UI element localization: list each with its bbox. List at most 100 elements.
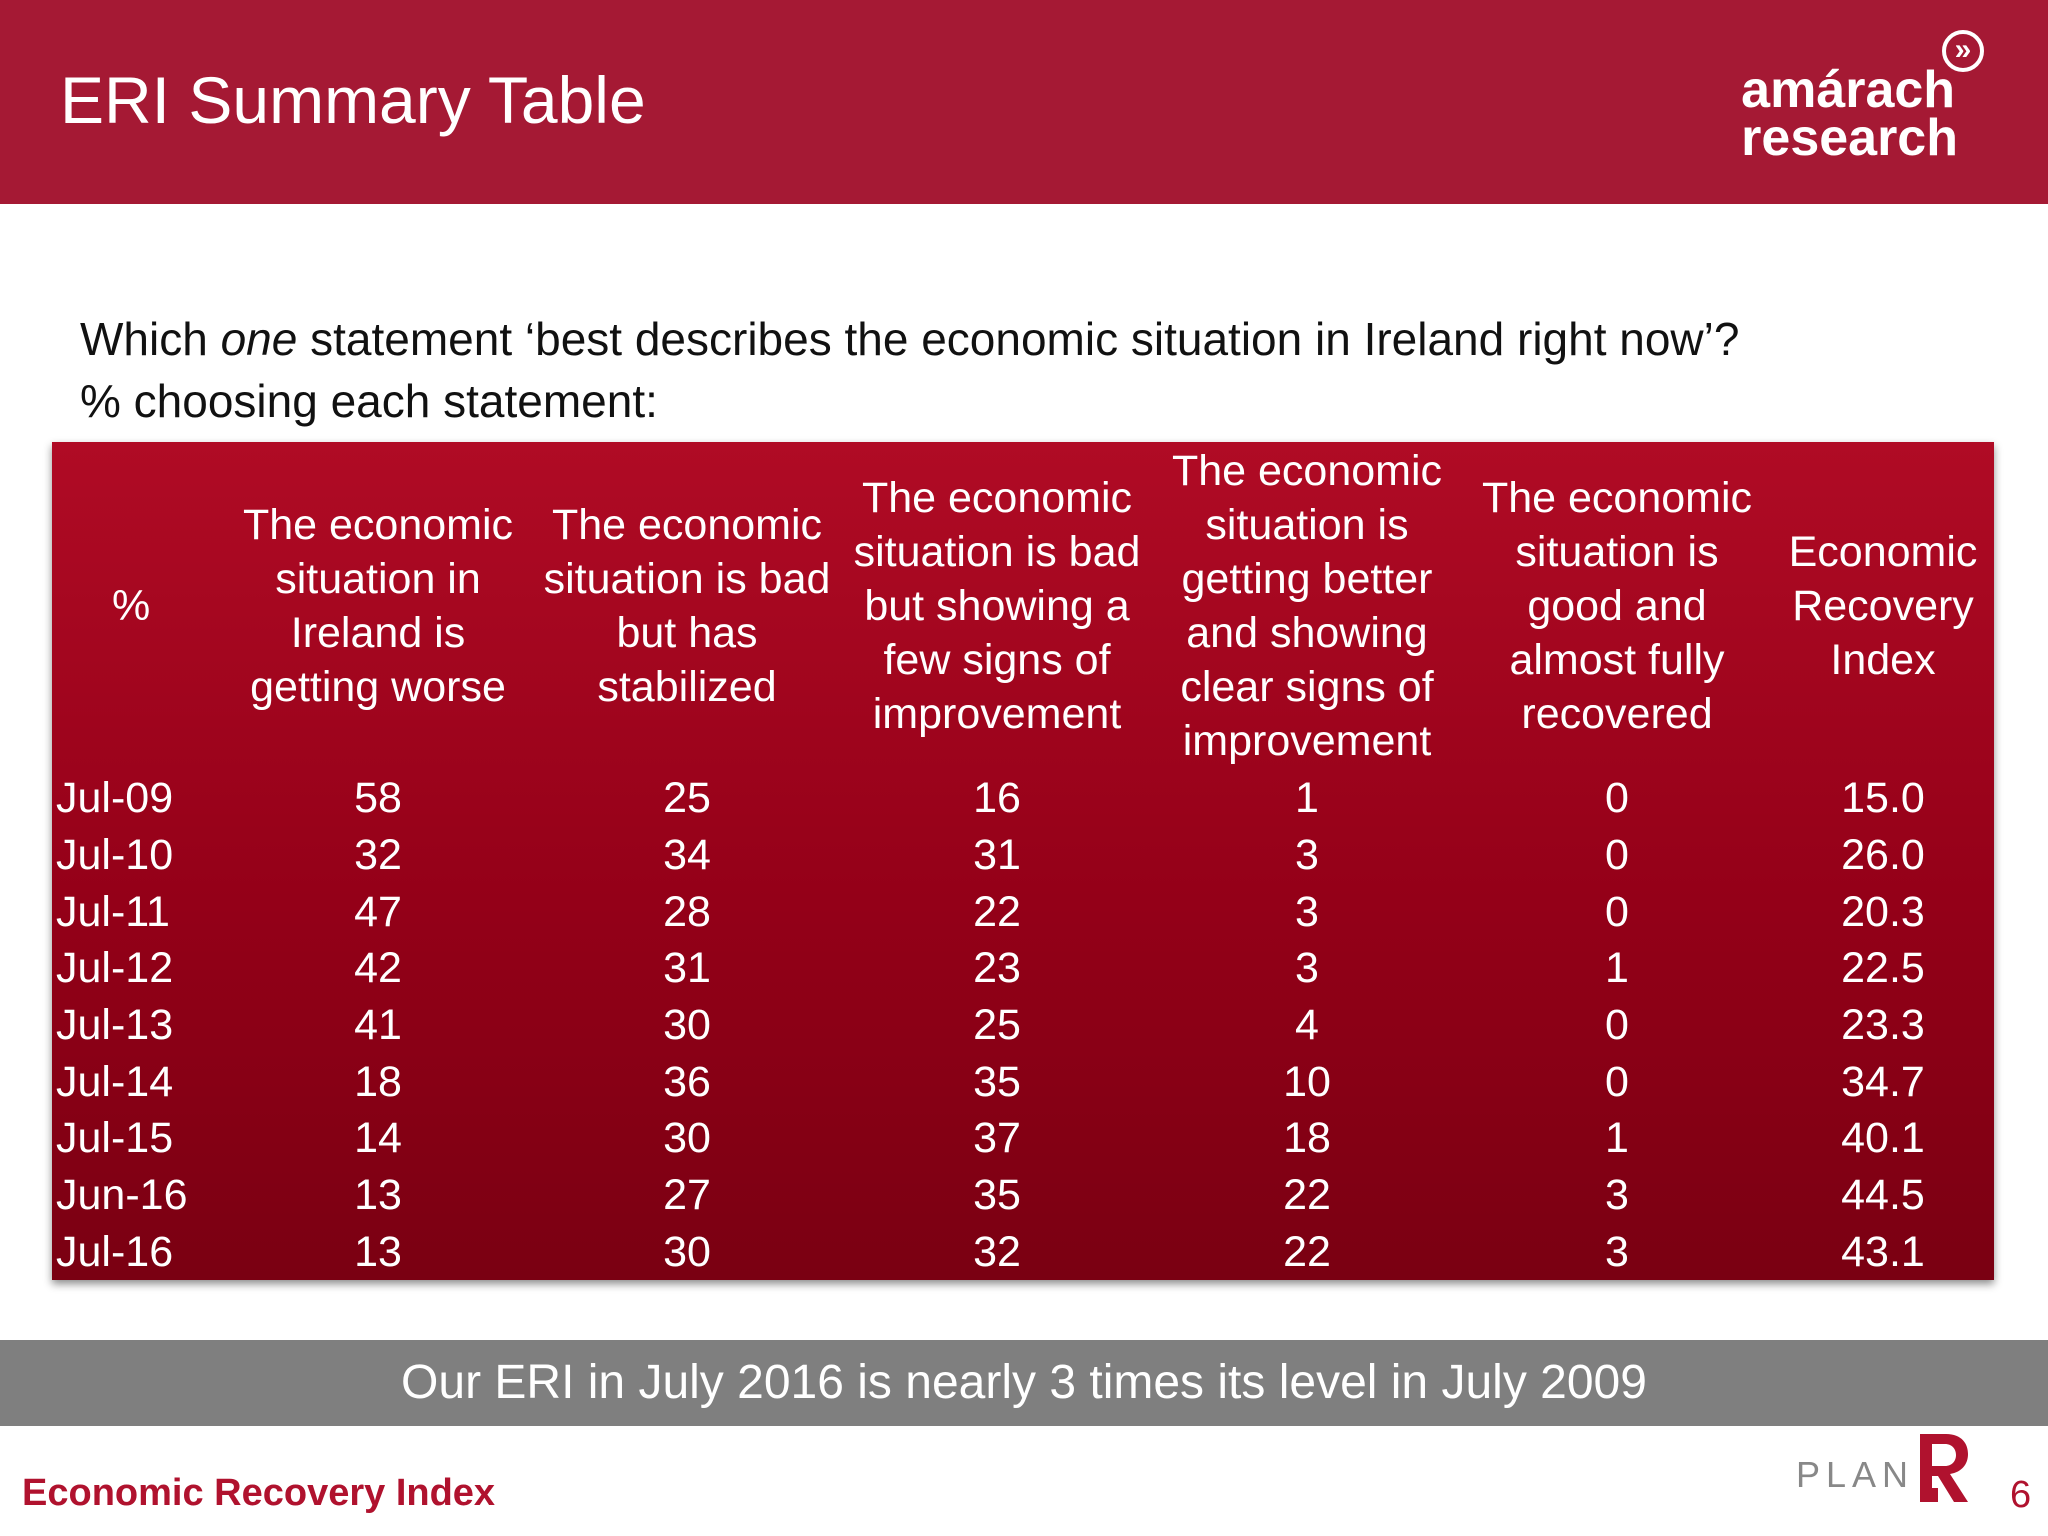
table-cell: 43.1 bbox=[1841, 1227, 1925, 1276]
table-cell: 0 bbox=[1605, 1057, 1629, 1106]
column-header: The economic situation is bad but has st… bbox=[543, 501, 831, 711]
question-part-2: statement ‘best describes the economic s… bbox=[297, 313, 1740, 365]
table-cell: 40.1 bbox=[1841, 1114, 1925, 1163]
banner-text: Our ERI in July 2016 is nearly 3 times i… bbox=[401, 1356, 1647, 1409]
table-cell: 13 bbox=[354, 1170, 402, 1219]
row-label: Jul-15 bbox=[56, 1114, 174, 1163]
table-row: Jul-09 58 25 16 1 0 15.0 bbox=[52, 770, 1994, 827]
table-cell: 16 bbox=[973, 774, 1021, 823]
logo-line-2: research bbox=[1741, 109, 1958, 167]
table-cell: 30 bbox=[663, 1000, 711, 1049]
table-cell: 30 bbox=[663, 1114, 711, 1163]
table-cell: 44.5 bbox=[1841, 1170, 1925, 1219]
table-cell: 42 bbox=[354, 944, 402, 993]
table-cell: 23 bbox=[973, 944, 1021, 993]
table-cell: 22 bbox=[973, 887, 1021, 936]
table-cell: 32 bbox=[354, 830, 402, 879]
table-cell: 1 bbox=[1605, 1114, 1629, 1163]
r-logo-icon bbox=[1920, 1434, 1968, 1502]
table-cell: 1 bbox=[1605, 944, 1629, 993]
double-chevron-icon: » bbox=[1942, 30, 1984, 72]
table-row: Jul-14 18 36 35 10 0 34.7 bbox=[52, 1053, 1994, 1110]
question-line-2: % choosing each statement: bbox=[80, 375, 658, 427]
table-cell: 34.7 bbox=[1841, 1057, 1925, 1106]
table-cell: 32 bbox=[973, 1227, 1021, 1276]
plan-r-logo: PLAN bbox=[1796, 1430, 1976, 1520]
table-cell: 35 bbox=[973, 1170, 1021, 1219]
table-row: Jul-16 13 30 32 22 3 43.1 bbox=[52, 1223, 1994, 1280]
table-row: Jul-11 47 28 22 3 0 20.3 bbox=[52, 883, 1994, 940]
row-label: Jul-12 bbox=[56, 944, 174, 993]
table-cell: 15.0 bbox=[1841, 774, 1925, 823]
table-cell: 4 bbox=[1295, 1000, 1319, 1049]
table-cell: 0 bbox=[1605, 830, 1629, 879]
table-cell: 0 bbox=[1605, 774, 1629, 823]
table-cell: 3 bbox=[1605, 1227, 1629, 1276]
table-cell: 3 bbox=[1295, 944, 1319, 993]
table-cell: 18 bbox=[354, 1057, 402, 1106]
table-cell: 31 bbox=[973, 830, 1021, 879]
question-text: Which one statement ‘best describes the … bbox=[80, 308, 1980, 432]
table-cell: 20.3 bbox=[1841, 887, 1925, 936]
row-label: Jun-16 bbox=[56, 1170, 188, 1219]
table-cell: 47 bbox=[354, 887, 402, 936]
table-cell: 0 bbox=[1605, 887, 1629, 936]
table-cell: 34 bbox=[663, 830, 711, 879]
table-cell: 10 bbox=[1283, 1057, 1331, 1106]
question-emphasis: one bbox=[220, 313, 298, 365]
row-label: Jul-10 bbox=[56, 830, 174, 879]
table-row: Jun-16 13 27 35 22 3 44.5 bbox=[52, 1167, 1994, 1224]
table-cell: 25 bbox=[973, 1000, 1021, 1049]
column-header: The economic situation is getting better… bbox=[1171, 447, 1443, 765]
table-cell: 31 bbox=[663, 944, 711, 993]
table-cell: 14 bbox=[354, 1114, 402, 1163]
column-header: Economic Recovery Index bbox=[1788, 528, 1978, 684]
table-cell: 1 bbox=[1295, 774, 1319, 823]
table-cell: 13 bbox=[354, 1227, 402, 1276]
table-row: Jul-10 32 34 31 3 0 26.0 bbox=[52, 827, 1994, 884]
page-title: ERI Summary Table bbox=[60, 63, 646, 137]
eri-table-panel: % The economic situation in Ireland is ge… bbox=[52, 442, 1994, 1280]
footer-title: Economic Recovery Index bbox=[22, 1472, 496, 1514]
logo-wordmark: amárach research bbox=[1741, 61, 1958, 167]
header-bar: ERI Summary Table » amárach research bbox=[0, 0, 2048, 204]
table-row: Jul-12 42 31 23 3 1 22.5 bbox=[52, 940, 1994, 997]
row-label: Jul-14 bbox=[56, 1057, 174, 1106]
table-cell: 36 bbox=[663, 1057, 711, 1106]
row-label: Jul-16 bbox=[56, 1227, 174, 1276]
table-cell: 35 bbox=[973, 1057, 1021, 1106]
table-cell: 58 bbox=[354, 774, 402, 823]
page-number: 6 bbox=[2010, 1474, 2032, 1516]
table-cell: 28 bbox=[663, 887, 711, 936]
table-cell: 25 bbox=[663, 774, 711, 823]
plan-text: PLAN bbox=[1796, 1454, 1915, 1495]
column-header: % bbox=[112, 582, 151, 630]
table-cell: 23.3 bbox=[1841, 1000, 1925, 1049]
table-cell: 3 bbox=[1295, 830, 1319, 879]
row-label: Jul-09 bbox=[56, 774, 174, 823]
row-label: Jul-11 bbox=[56, 887, 170, 936]
table-cell: 27 bbox=[663, 1170, 711, 1219]
table-cell: 30 bbox=[663, 1227, 711, 1276]
eri-summary-table: % The economic situation in Ireland is ge… bbox=[52, 442, 1994, 1280]
column-header: The economic situation in Ireland is get… bbox=[242, 501, 514, 711]
column-header: The economic situation is bad but showin… bbox=[853, 474, 1141, 738]
table-cell: 22.5 bbox=[1841, 944, 1925, 993]
table-cell: 37 bbox=[973, 1114, 1021, 1163]
amarach-logo: » amárach research bbox=[1684, 30, 1984, 180]
row-label: Jul-13 bbox=[56, 1000, 174, 1049]
table-cell: 22 bbox=[1283, 1227, 1331, 1276]
table-row: Jul-15 14 30 37 18 1 40.1 bbox=[52, 1110, 1994, 1167]
table-header-row: % The economic situation in Ireland is ge… bbox=[52, 442, 1994, 770]
table-cell: 0 bbox=[1605, 1000, 1629, 1049]
table-row: Jul-13 41 30 25 4 0 23.3 bbox=[52, 997, 1994, 1054]
table-cell: 18 bbox=[1283, 1114, 1331, 1163]
question-line-1: Which one statement ‘best describes the … bbox=[80, 308, 1980, 370]
column-header: The economic situation is good and almos… bbox=[1481, 474, 1753, 738]
table-cell: 3 bbox=[1295, 887, 1319, 936]
table-cell: 3 bbox=[1605, 1170, 1629, 1219]
summary-banner: Our ERI in July 2016 is nearly 3 times i… bbox=[0, 1340, 2048, 1426]
question-part-1: Which bbox=[80, 313, 221, 365]
table-cell: 22 bbox=[1283, 1170, 1331, 1219]
logo-line-1: amárach bbox=[1741, 61, 1956, 119]
